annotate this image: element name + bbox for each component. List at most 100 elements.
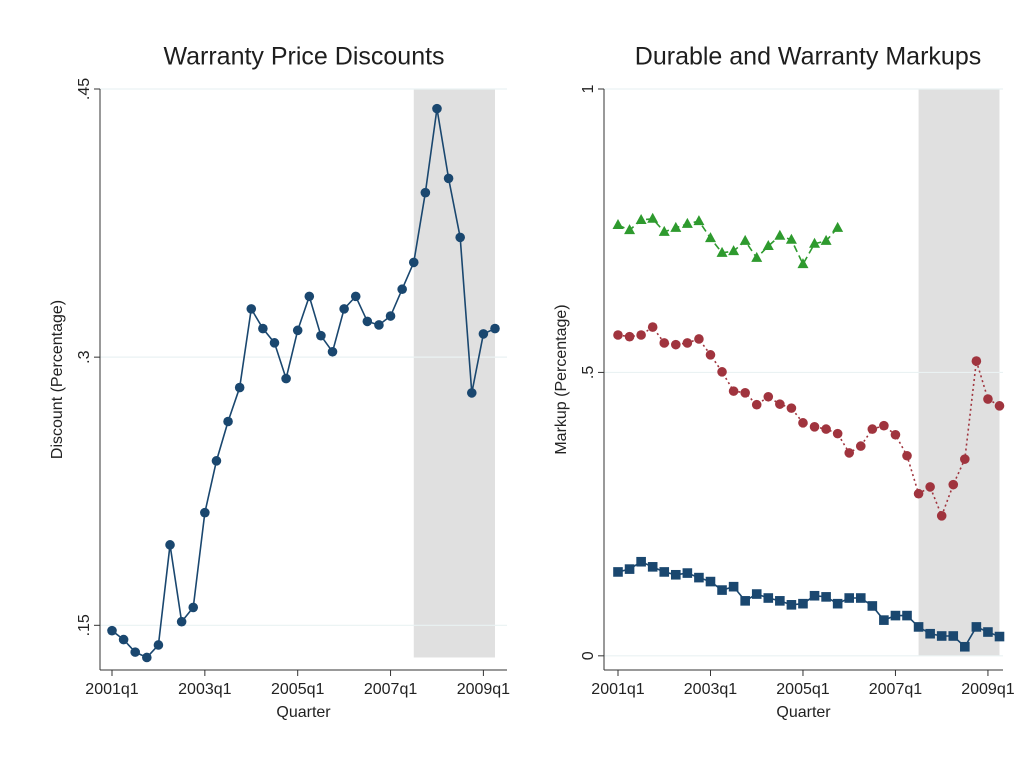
y-tick-label: 1	[580, 84, 597, 93]
data-point	[443, 173, 454, 184]
shaded-region	[413, 89, 495, 658]
data-point	[775, 399, 785, 409]
data-point	[635, 213, 647, 224]
data-point	[200, 507, 210, 518]
data-point	[739, 234, 751, 245]
y-tick-label: 0	[580, 651, 597, 660]
x-tick-label: 2001q1	[85, 681, 138, 698]
y-axis-title: Discount (Percentage)	[49, 300, 66, 459]
data-point	[362, 316, 373, 327]
data-point	[624, 224, 636, 235]
data-point	[397, 284, 407, 295]
data-point	[624, 331, 635, 342]
data-point	[705, 576, 716, 587]
x-tick-label: 2009q1	[457, 681, 510, 698]
data-point	[879, 420, 889, 431]
data-point	[671, 569, 681, 580]
series-line	[111, 108, 496, 659]
data-point	[890, 610, 901, 621]
data-point	[913, 488, 924, 499]
data-point	[694, 334, 704, 344]
data-point	[211, 456, 222, 466]
data-point	[740, 596, 750, 606]
series-line	[617, 560, 1000, 649]
x-tick-label: 2003q1	[684, 681, 737, 698]
data-point	[785, 233, 797, 244]
data-point	[176, 616, 187, 627]
data-point	[408, 257, 419, 268]
data-point	[971, 622, 982, 632]
data-point	[717, 367, 727, 377]
data-point	[269, 338, 280, 348]
data-point	[936, 511, 947, 521]
data-point	[902, 610, 912, 621]
data-point	[809, 590, 820, 601]
data-point	[636, 330, 646, 340]
data-point	[350, 291, 361, 302]
y-tick-label: .15	[76, 614, 93, 636]
data-point	[455, 232, 465, 243]
data-point	[466, 388, 477, 398]
data-point	[983, 394, 993, 404]
x-tick-label: 2005q1	[776, 681, 829, 698]
data-point	[902, 450, 912, 461]
data-point	[936, 631, 947, 641]
data-point	[797, 258, 809, 269]
data-point	[775, 596, 785, 606]
data-point	[855, 441, 866, 451]
data-point	[809, 422, 820, 432]
data-point	[659, 338, 670, 348]
data-point	[855, 593, 866, 603]
data-point	[704, 232, 716, 243]
x-tick-label: 2009q1	[961, 681, 1014, 698]
data-point	[994, 401, 1005, 411]
data-point	[717, 585, 727, 595]
data-point	[339, 304, 349, 314]
x-tick-label: 2007q1	[869, 681, 922, 698]
x-tick-label: 2007q1	[364, 681, 417, 698]
data-point	[832, 428, 843, 439]
data-point	[832, 221, 844, 232]
data-point	[327, 346, 338, 357]
data-point	[751, 251, 763, 262]
data-point	[762, 240, 774, 251]
data-point	[671, 339, 681, 350]
data-point	[432, 103, 442, 114]
data-point	[983, 627, 993, 637]
x-tick-label: 2003q1	[178, 681, 231, 698]
data-point	[948, 631, 959, 641]
data-point	[844, 448, 855, 458]
x-tick-label: 2005q1	[271, 681, 324, 698]
data-point	[681, 217, 693, 228]
y-tick-label: .45	[76, 78, 93, 100]
data-point	[705, 350, 716, 360]
data-point	[659, 567, 670, 577]
data-point	[118, 634, 129, 645]
series-line	[617, 217, 839, 266]
data-point	[751, 399, 762, 410]
data-point	[786, 600, 797, 610]
data-point	[740, 388, 750, 398]
data-point	[258, 323, 268, 334]
data-point	[728, 245, 740, 256]
data-point	[751, 589, 762, 599]
data-point	[246, 304, 257, 314]
data-point	[971, 356, 982, 366]
data-point	[490, 323, 500, 334]
data-point	[994, 631, 1005, 642]
data-point	[142, 652, 152, 663]
data-point	[960, 641, 970, 652]
data-point	[809, 237, 821, 248]
data-point	[948, 479, 959, 490]
data-point	[420, 187, 431, 198]
data-point	[658, 225, 670, 236]
data-point	[613, 330, 623, 340]
data-point	[234, 382, 245, 393]
data-point	[670, 221, 682, 232]
data-point	[107, 625, 117, 636]
chart-title: Durable and Warranty Markups	[635, 43, 981, 71]
data-point	[316, 330, 326, 341]
data-point	[647, 562, 658, 572]
